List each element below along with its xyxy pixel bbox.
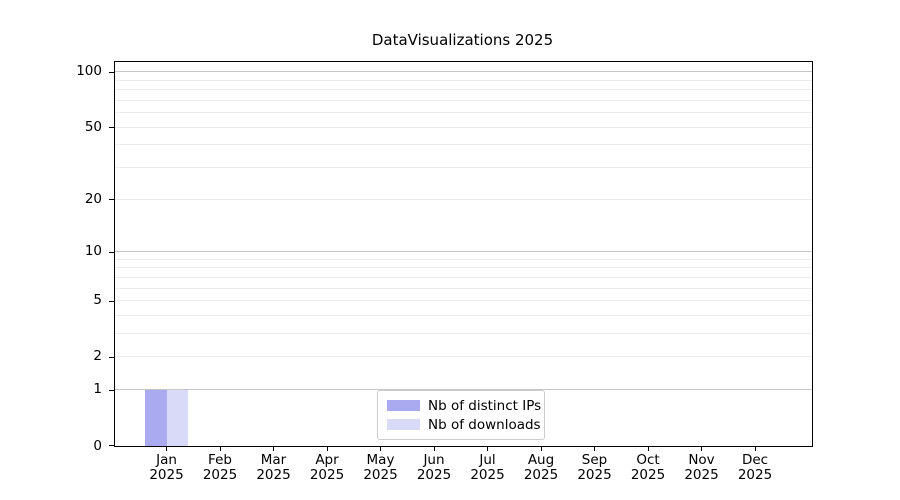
x-tick	[219, 446, 221, 451]
y-tick-label: 5	[93, 292, 102, 309]
gridline-major	[115, 71, 812, 73]
x-tick-label: Apr 2025	[295, 453, 359, 483]
gridline-minor	[115, 267, 812, 269]
x-tick-year: 2025	[149, 467, 184, 483]
y-tick	[109, 356, 115, 358]
y-tick	[109, 251, 115, 253]
x-tick-month: Dec	[741, 452, 769, 468]
x-tick-label: Sep 2025	[563, 453, 627, 483]
x-tick-month: Jan	[156, 452, 177, 468]
gridline-minor	[115, 356, 812, 358]
x-tick-label: Oct 2025	[616, 453, 680, 483]
y-tick-label: 0	[93, 437, 102, 454]
x-tick-month: Jun	[423, 452, 445, 468]
x-tick	[594, 446, 595, 451]
x-tick-month: Mar	[260, 452, 287, 468]
x-tick-year: 2025	[363, 467, 398, 483]
x-tick-year: 2025	[523, 467, 559, 483]
y-tick-label: 10	[84, 243, 102, 260]
x-tick-year: 2025	[309, 467, 345, 483]
y-tick	[109, 445, 115, 446]
x-tick-month: Aug	[527, 452, 555, 468]
legend-item-downloads: Nb of downloads	[387, 415, 541, 434]
y-tick	[109, 300, 115, 302]
legend-swatch-downloads-icon	[387, 419, 420, 430]
legend-label-distinct-ips: Nb of distinct IPs	[428, 397, 542, 414]
x-tick-label: Jan 2025	[135, 453, 199, 483]
x-tick	[540, 446, 542, 451]
legend-swatch-distinct-ips-icon	[387, 400, 420, 411]
x-tick-label: May 2025	[349, 453, 413, 483]
x-tick	[647, 446, 649, 451]
x-tick-month: May	[366, 452, 395, 468]
x-tick-label: Dec 2025	[723, 453, 787, 483]
gridline-minor	[115, 315, 812, 316]
y-tick-label: 50	[84, 118, 102, 135]
gridline-minor	[115, 79, 812, 81]
y-tick-label: 20	[84, 190, 102, 207]
x-tick-month: Nov	[688, 452, 715, 468]
x-tick-label: Nov 2025	[670, 453, 734, 483]
x-tick-year: 2025	[630, 467, 666, 483]
x-tick	[273, 446, 274, 451]
x-tick	[380, 446, 381, 451]
legend: Nb of distinct IPs Nb of downloads	[377, 390, 545, 440]
x-tick-month: Sep	[581, 452, 608, 468]
x-tick	[487, 446, 488, 451]
x-tick-year: 2025	[737, 467, 773, 483]
x-tick	[754, 446, 756, 451]
x-tick	[166, 446, 167, 451]
x-tick-label: Feb 2025	[188, 453, 252, 483]
x-tick-year: 2025	[577, 467, 612, 483]
gridline-minor	[115, 300, 812, 302]
x-tick-month: Apr	[315, 452, 339, 468]
x-tick-label: Jul 2025	[456, 453, 520, 483]
gridline-minor	[115, 276, 812, 278]
x-tick-label: Mar 2025	[242, 453, 306, 483]
legend-item-distinct-ips: Nb of distinct IPs	[387, 396, 541, 415]
gridline-minor	[115, 333, 812, 335]
gridline-minor	[115, 89, 812, 91]
x-tick-label: Aug 2025	[509, 453, 573, 483]
x-tick-label: Jun 2025	[402, 453, 466, 483]
plot-area: 0 1 2 5 10 20 50 100 Jan 2025 Feb 2025 Mar 2025 Apr 20…	[76, 61, 813, 483]
x-tick	[701, 446, 702, 451]
gridline-minor	[115, 112, 812, 114]
y-tick	[109, 127, 115, 129]
legend-label-downloads: Nb of downloads	[428, 416, 541, 433]
x-tick-month: Feb	[208, 452, 232, 468]
chart-title: DataVisualizations 2025	[371, 31, 554, 49]
bar-jan-downloads	[166, 389, 188, 446]
x-tick-year: 2025	[416, 467, 452, 483]
x-tick-month: Jul	[479, 452, 496, 468]
x-tick-year: 2025	[256, 467, 291, 483]
gridline-minor	[115, 198, 812, 200]
x-tick-year: 2025	[202, 467, 238, 483]
gridline-minor	[115, 287, 812, 289]
x-tick-year: 2025	[470, 467, 505, 483]
gridline-minor	[115, 258, 812, 260]
y-tick	[109, 71, 115, 73]
gridline-major	[115, 389, 812, 391]
gridline-minor	[115, 99, 812, 101]
bar-jan-distinct-ips	[145, 389, 167, 446]
y-tick-label: 100	[76, 63, 102, 80]
y-tick-label: 2	[93, 348, 102, 365]
gridline-minor	[115, 144, 812, 146]
y-tick	[109, 199, 115, 201]
x-tick-month: Oct	[636, 452, 660, 468]
x-tick-year: 2025	[684, 467, 719, 483]
x-tick	[433, 446, 435, 451]
gridline-major	[115, 251, 812, 253]
gridline-minor	[115, 167, 812, 169]
y-tick-label: 1	[93, 381, 102, 398]
x-tick	[326, 446, 328, 451]
gridline-minor	[115, 126, 812, 128]
y-tick	[109, 389, 115, 391]
